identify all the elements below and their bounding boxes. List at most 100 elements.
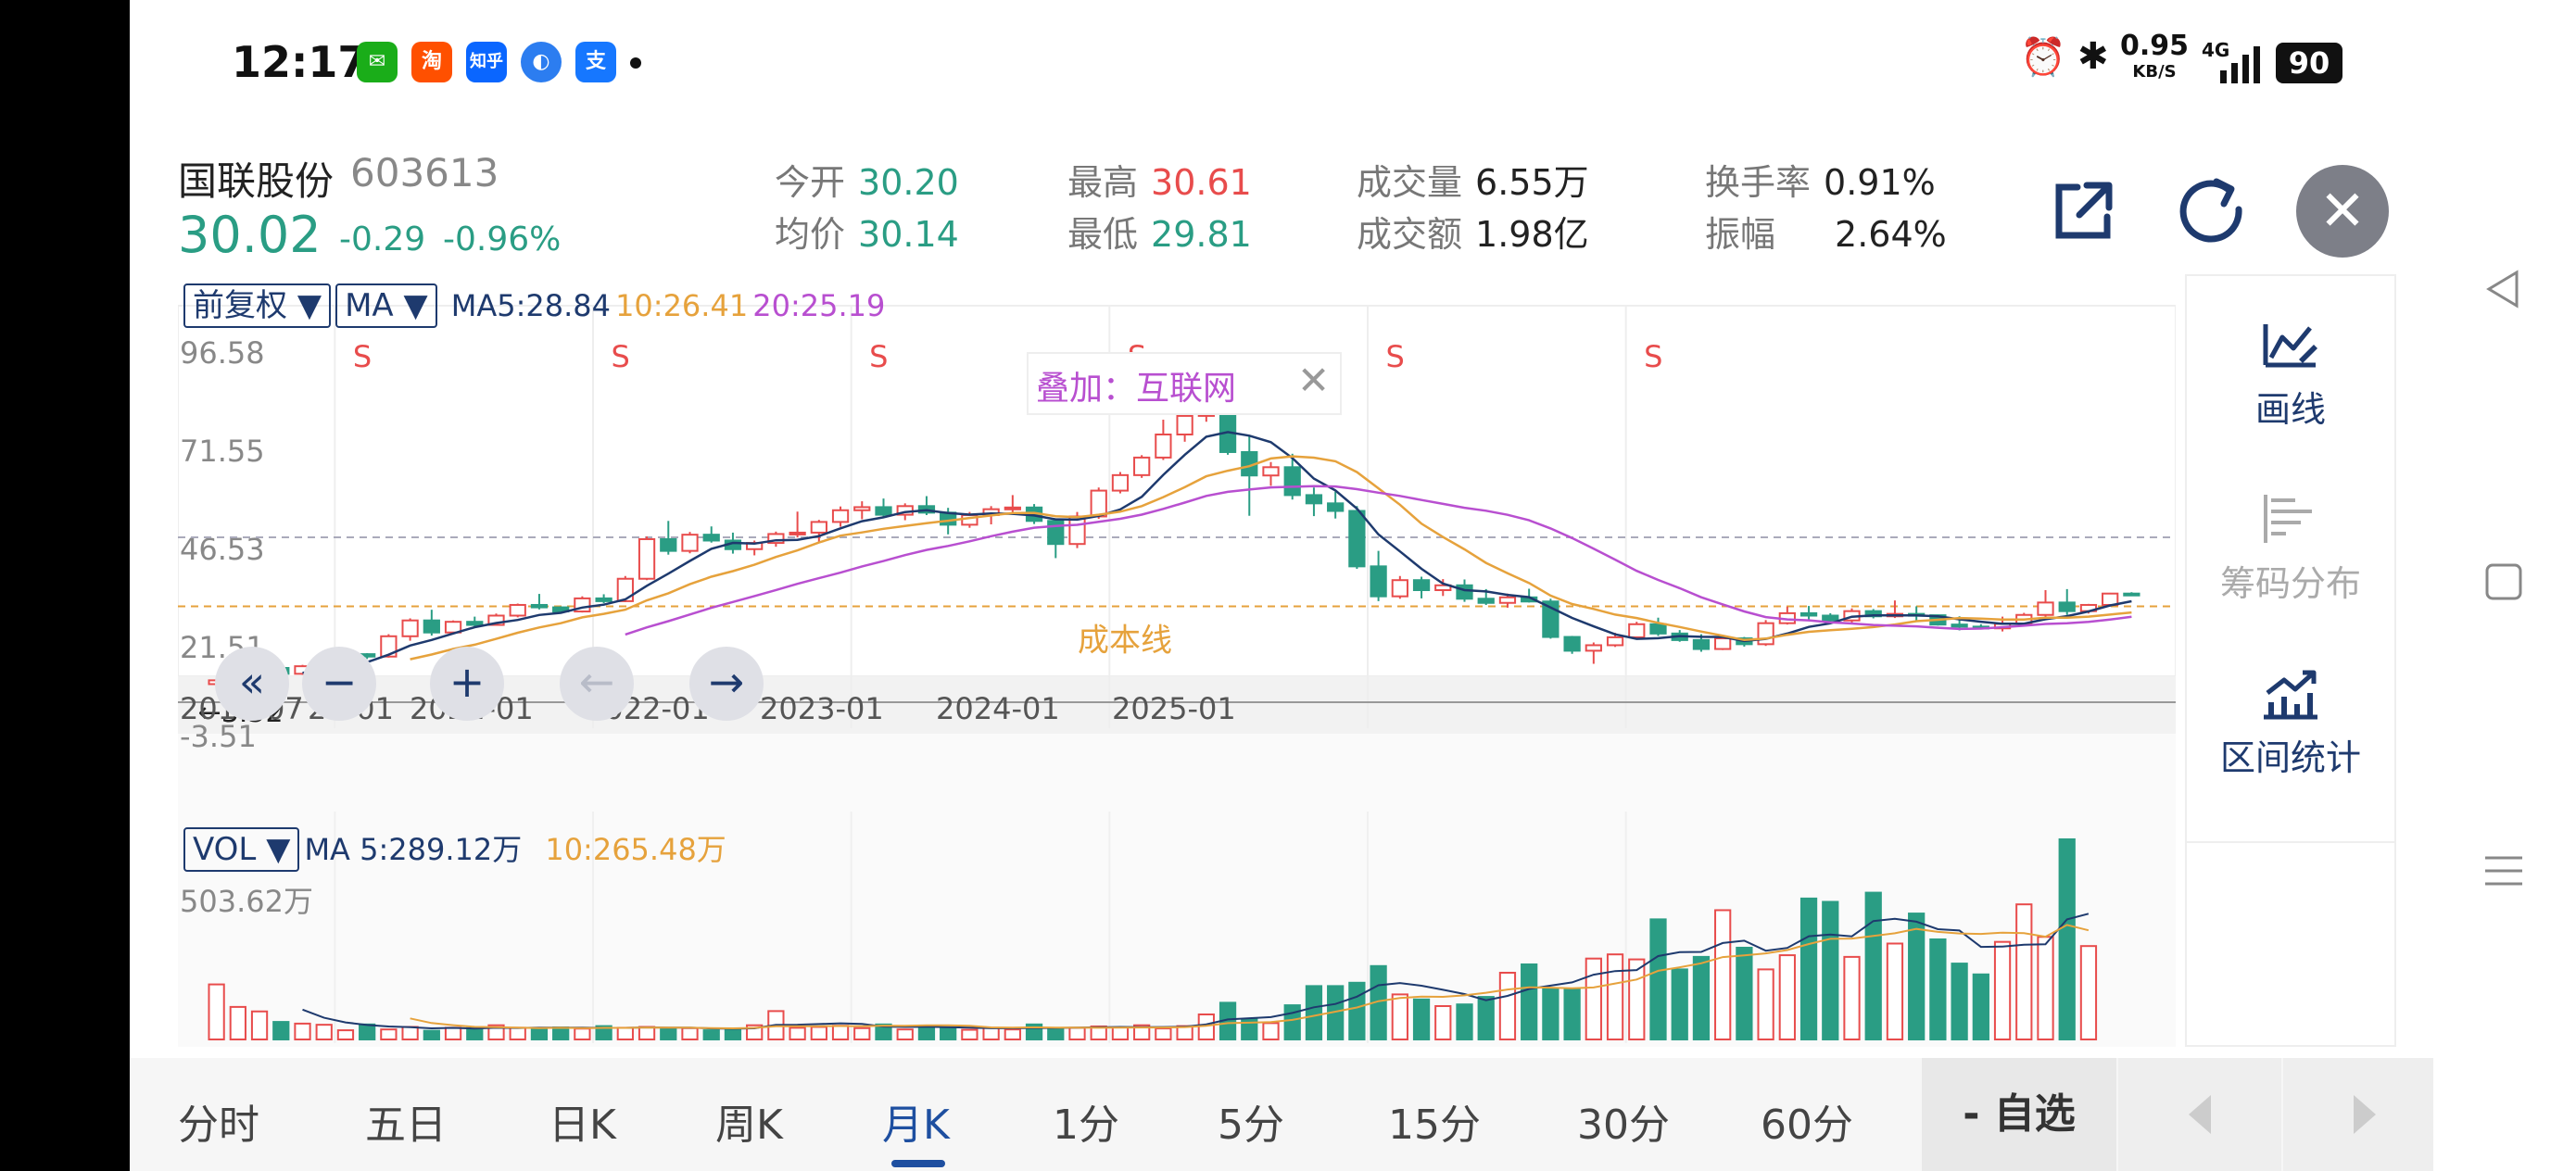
zoom-out-button[interactable]: − — [302, 647, 376, 721]
volume-bar — [552, 1026, 570, 1040]
watchlist-button[interactable]: - 自选 — [1922, 1058, 2116, 1171]
side-divider — [2187, 841, 2394, 843]
tab-daily-k[interactable]: 日K — [549, 1102, 616, 1149]
candle-body — [1348, 510, 1366, 568]
quote-turnover-rate: 换手率 0.91% — [1705, 154, 1936, 205]
y-tick-label: 71.55 — [180, 434, 265, 469]
volume-bar — [681, 1026, 699, 1041]
tab-intraday[interactable]: 分时 — [178, 1102, 259, 1149]
tab-5min[interactable]: 5分 — [1218, 1102, 1284, 1149]
volume-bar — [1671, 968, 1688, 1041]
battery-level: 90 — [2276, 43, 2342, 83]
volume-bar — [1521, 963, 1538, 1040]
volume-bar — [1843, 955, 1861, 1040]
close-button[interactable]: ✕ — [2296, 165, 2389, 258]
volume-bar — [789, 1026, 806, 1040]
indicator-select[interactable]: MA ▼ — [335, 283, 437, 328]
candle-body — [509, 603, 526, 617]
volume-bar — [1778, 954, 1796, 1041]
quote-value: 1.98亿 — [1475, 214, 1589, 255]
volume-bar — [2058, 837, 2076, 1041]
x-tick-label: 2025-01 — [1112, 691, 1236, 726]
candle-body — [466, 621, 484, 626]
volume-bar — [509, 1026, 526, 1040]
volume-select[interactable]: VOL ▼ — [183, 827, 300, 872]
candle-body — [2123, 592, 2140, 597]
volume-bar — [466, 1026, 484, 1041]
volume-bar — [2037, 936, 2054, 1041]
adjust-select-label: 前复权 — [193, 287, 287, 324]
s-mark: S — [1644, 339, 1662, 374]
volume-bar — [961, 1028, 979, 1041]
candle-body — [595, 597, 612, 602]
home-icon[interactable] — [2481, 560, 2526, 604]
volume-bar — [982, 1026, 1000, 1040]
scroll-first-button[interactable]: « — [215, 647, 289, 721]
refresh-icon[interactable] — [2166, 165, 2259, 258]
volume-bar — [1585, 957, 1602, 1040]
signal-label: 4G — [2202, 39, 2230, 61]
tab-15min[interactable]: 15分 — [1388, 1102, 1481, 1149]
candle-body — [1391, 579, 1408, 598]
candle-body — [530, 603, 549, 609]
candle-body — [1434, 584, 1452, 591]
s-mark: S — [1386, 339, 1405, 374]
tab-30min[interactable]: 30分 — [1577, 1102, 1670, 1149]
volume-bar — [530, 1028, 549, 1040]
volume-bar — [853, 1026, 871, 1041]
next-stock-button[interactable] — [2283, 1058, 2433, 1171]
volume-bar — [574, 1027, 591, 1040]
quote-label: 最低 — [1067, 214, 1139, 255]
volume-bar — [1412, 998, 1431, 1041]
triangle-left-icon — [2189, 1095, 2211, 1134]
system-nav-bar — [2433, 0, 2576, 1171]
chevron-down-icon: ▼ — [297, 287, 322, 324]
volume-bar — [595, 1025, 612, 1040]
active-tab-indicator — [891, 1160, 945, 1167]
s-mark: S — [869, 339, 888, 374]
cost-line-label: 成本线 — [1078, 622, 1172, 659]
volume-bar — [229, 1005, 246, 1040]
s-mark: S — [612, 339, 630, 374]
candle-body — [1498, 596, 1517, 604]
candle-body — [487, 614, 505, 626]
tab-monthly-k[interactable]: 月K — [882, 1102, 950, 1149]
back-icon[interactable] — [2481, 267, 2526, 311]
volume-bar — [917, 1025, 936, 1041]
volume-bar — [250, 1010, 269, 1040]
candle-body — [1262, 466, 1280, 477]
volume-bar — [1993, 940, 2012, 1040]
scroll-right-button[interactable]: → — [689, 647, 764, 721]
open-external-icon[interactable] — [2037, 165, 2129, 258]
price-change-pct: -0.96% — [443, 220, 562, 258]
chip-distribution-tool[interactable]: 筹码分布 — [2187, 491, 2394, 606]
tab-60min[interactable]: 60分 — [1761, 1102, 1853, 1149]
volume-bar — [1498, 971, 1517, 1040]
prev-stock-button[interactable] — [2118, 1058, 2281, 1171]
draw-line-tool[interactable]: 画线 — [2187, 317, 2394, 432]
candle-body — [831, 509, 850, 523]
range-stats-tool[interactable]: 区间统计 — [2187, 665, 2394, 780]
volume-bar — [1155, 1027, 1172, 1041]
chip-distribution-label: 筹码分布 — [2219, 563, 2361, 604]
volume-bar — [1456, 1003, 1473, 1041]
indicator-select-label: MA — [345, 287, 394, 324]
adjust-select[interactable]: 前复权 ▼ — [183, 283, 331, 328]
overlay-close-icon[interactable]: ✕ — [1297, 358, 1331, 403]
candle-body — [401, 619, 419, 637]
zoom-in-button[interactable]: + — [430, 647, 504, 721]
overlay-label[interactable]: 叠加：互联网 ✕ — [1027, 352, 1342, 415]
tab-five-day[interactable]: 五日 — [365, 1102, 447, 1149]
tab-weekly-k[interactable]: 周K — [715, 1102, 783, 1149]
taobao-icon: 淘 — [411, 42, 452, 82]
ma5-line — [302, 431, 2132, 674]
recents-icon[interactable] — [2481, 849, 2526, 893]
volume-bar — [1283, 1004, 1301, 1041]
volume-bar — [616, 1026, 634, 1040]
scroll-left-button[interactable]: ← — [560, 647, 634, 721]
signal-icon — [2220, 46, 2260, 83]
tab-1min[interactable]: 1分 — [1053, 1102, 1119, 1149]
status-bar: 12:17 ✉ 淘 知乎 ◐ 支 ⏰ ✱ 0.95 KB/S 4G 90 — [130, 0, 2433, 130]
volume-max-label: 503.62万 — [180, 884, 313, 919]
quote-label: 成交量 — [1357, 162, 1463, 203]
